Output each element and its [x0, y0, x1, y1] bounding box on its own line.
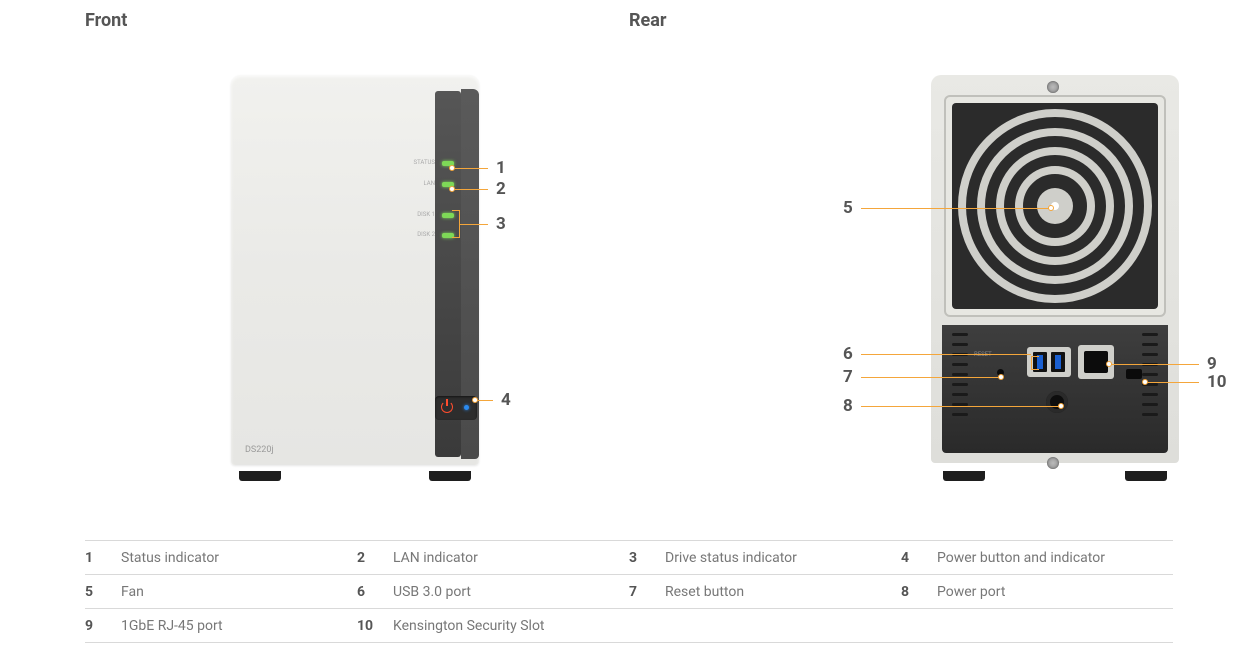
lan-port [1078, 345, 1114, 379]
disk2-led [442, 233, 454, 238]
led-label-disk2: DISK 2 [417, 231, 435, 238]
device-front: STATUS LAN DISK 1 DISK 2 DS220j [225, 75, 485, 475]
legend-row: 1Status indicator 2LAN indicator 3Drive … [85, 541, 1173, 575]
kensington-slot [1126, 369, 1142, 379]
legend-row: 91GbE RJ-45 port 10Kensington Security S… [85, 609, 1173, 643]
power-led [464, 405, 469, 410]
disk1-led [442, 213, 454, 218]
status-led [442, 161, 454, 166]
model-label: DS220j [245, 445, 274, 455]
reset-label: RESET [974, 351, 992, 358]
led-label-status: STATUS [414, 159, 435, 166]
usb-port-1 [1033, 352, 1047, 372]
power-port [1046, 391, 1068, 413]
led-label-disk1: DISK 1 [417, 211, 435, 218]
usb-ports [1027, 347, 1071, 377]
power-icon [441, 401, 453, 413]
rear-view: Rear [629, 10, 1173, 520]
led-label-lan: LAN [424, 180, 435, 187]
legend-row: 5Fan 6USB 3.0 port 7Reset button 8Power … [85, 575, 1173, 609]
usb-port-2 [1051, 352, 1065, 372]
front-view: Front STATUS LAN DISK 1 DISK 2 DS220j [85, 10, 629, 520]
device-rear: RESET [931, 75, 1179, 475]
fan [944, 95, 1166, 317]
reset-button [997, 369, 1004, 376]
legend-table: 1Status indicator 2LAN indicator 3Drive … [85, 540, 1173, 643]
lan-led [442, 182, 454, 187]
front-title: Front [85, 10, 629, 31]
power-button [435, 396, 477, 420]
rear-title: Rear [629, 10, 1173, 31]
